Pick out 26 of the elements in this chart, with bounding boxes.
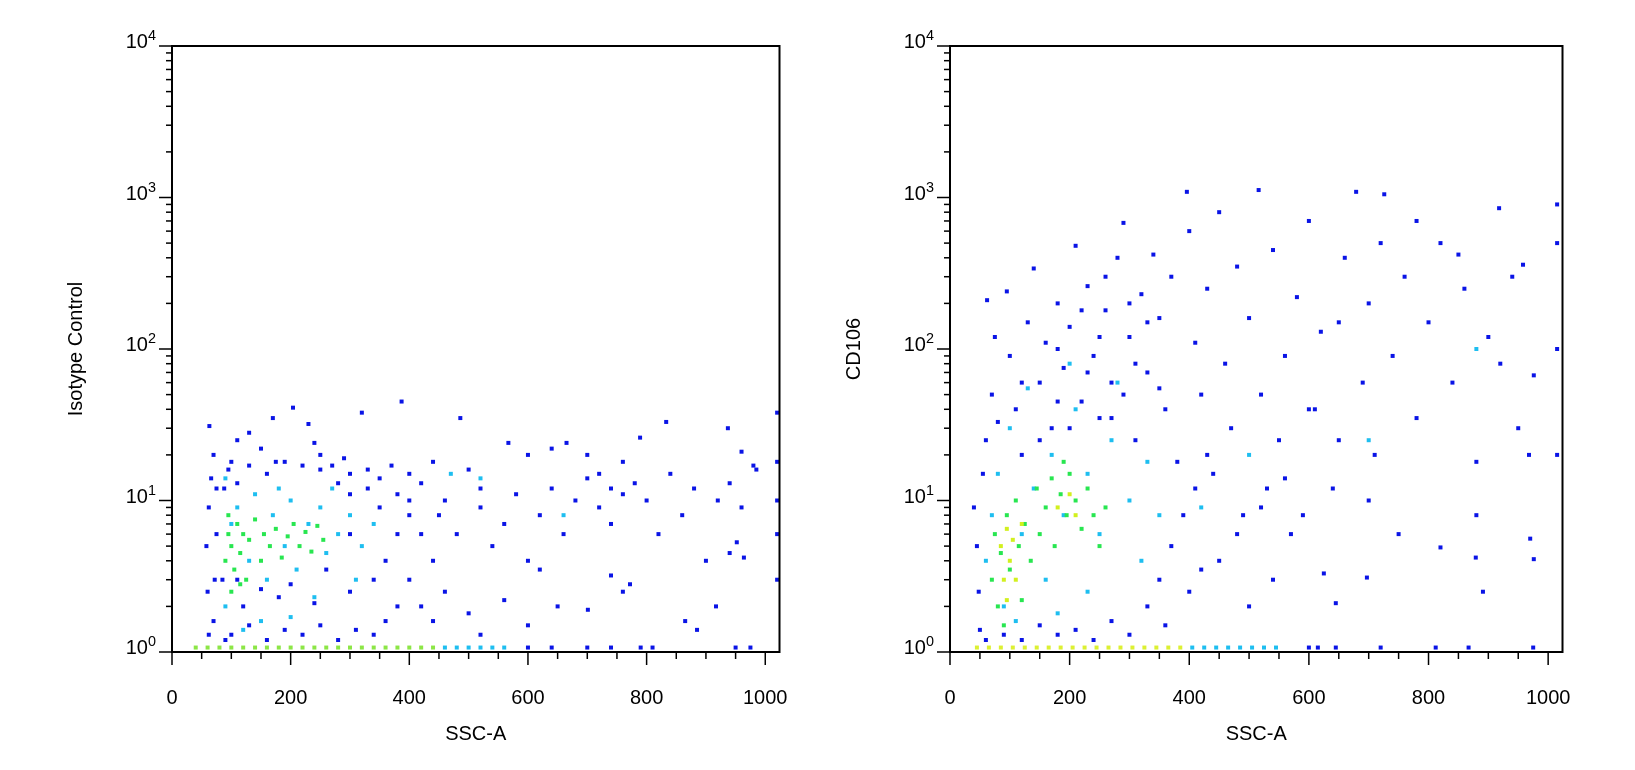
y-tick-label: 10$^{0}$ — [125, 633, 156, 658]
x-axis-title: SSC-A — [445, 722, 507, 744]
x-tick-label: 800 — [629, 686, 664, 708]
y-axis-title: CD106 — [841, 317, 864, 381]
x-tick-label: 800 — [1411, 686, 1445, 708]
x-tick-label: 400 — [392, 686, 426, 708]
y-tick-label: 10$^{0}$ — [903, 633, 934, 658]
x-tick-label: 200 — [1052, 686, 1086, 708]
x-tick-label: 600 — [511, 686, 545, 708]
y-tick-label: 10$^{2}$ — [903, 330, 934, 355]
x-tick-label: 200 — [273, 686, 308, 708]
x-tick-label: 0 — [166, 686, 178, 708]
y-tick-label: 10$^{3}$ — [125, 178, 156, 204]
y-tick-label: 10$^{4}$ — [125, 27, 156, 52]
y-axis-title: Isotype Control — [64, 281, 86, 417]
y-tick-label: 10$^{3}$ — [903, 178, 934, 204]
y-tick-label: 10$^{2}$ — [125, 330, 156, 355]
y-tick-label: 10$^{1}$ — [903, 481, 934, 507]
x-axis-title: SSC-A — [1225, 722, 1287, 744]
x-tick-label: 1000 — [1525, 686, 1570, 708]
x-tick-label: 0 — [943, 686, 956, 708]
x-tick-label: 400 — [1172, 686, 1206, 708]
y-tick-label: 10$^{1}$ — [125, 481, 156, 507]
x-tick-label: 600 — [1291, 686, 1326, 708]
y-tick-label: 10$^{4}$ — [903, 27, 934, 52]
x-tick-label: 1000 — [743, 686, 788, 708]
